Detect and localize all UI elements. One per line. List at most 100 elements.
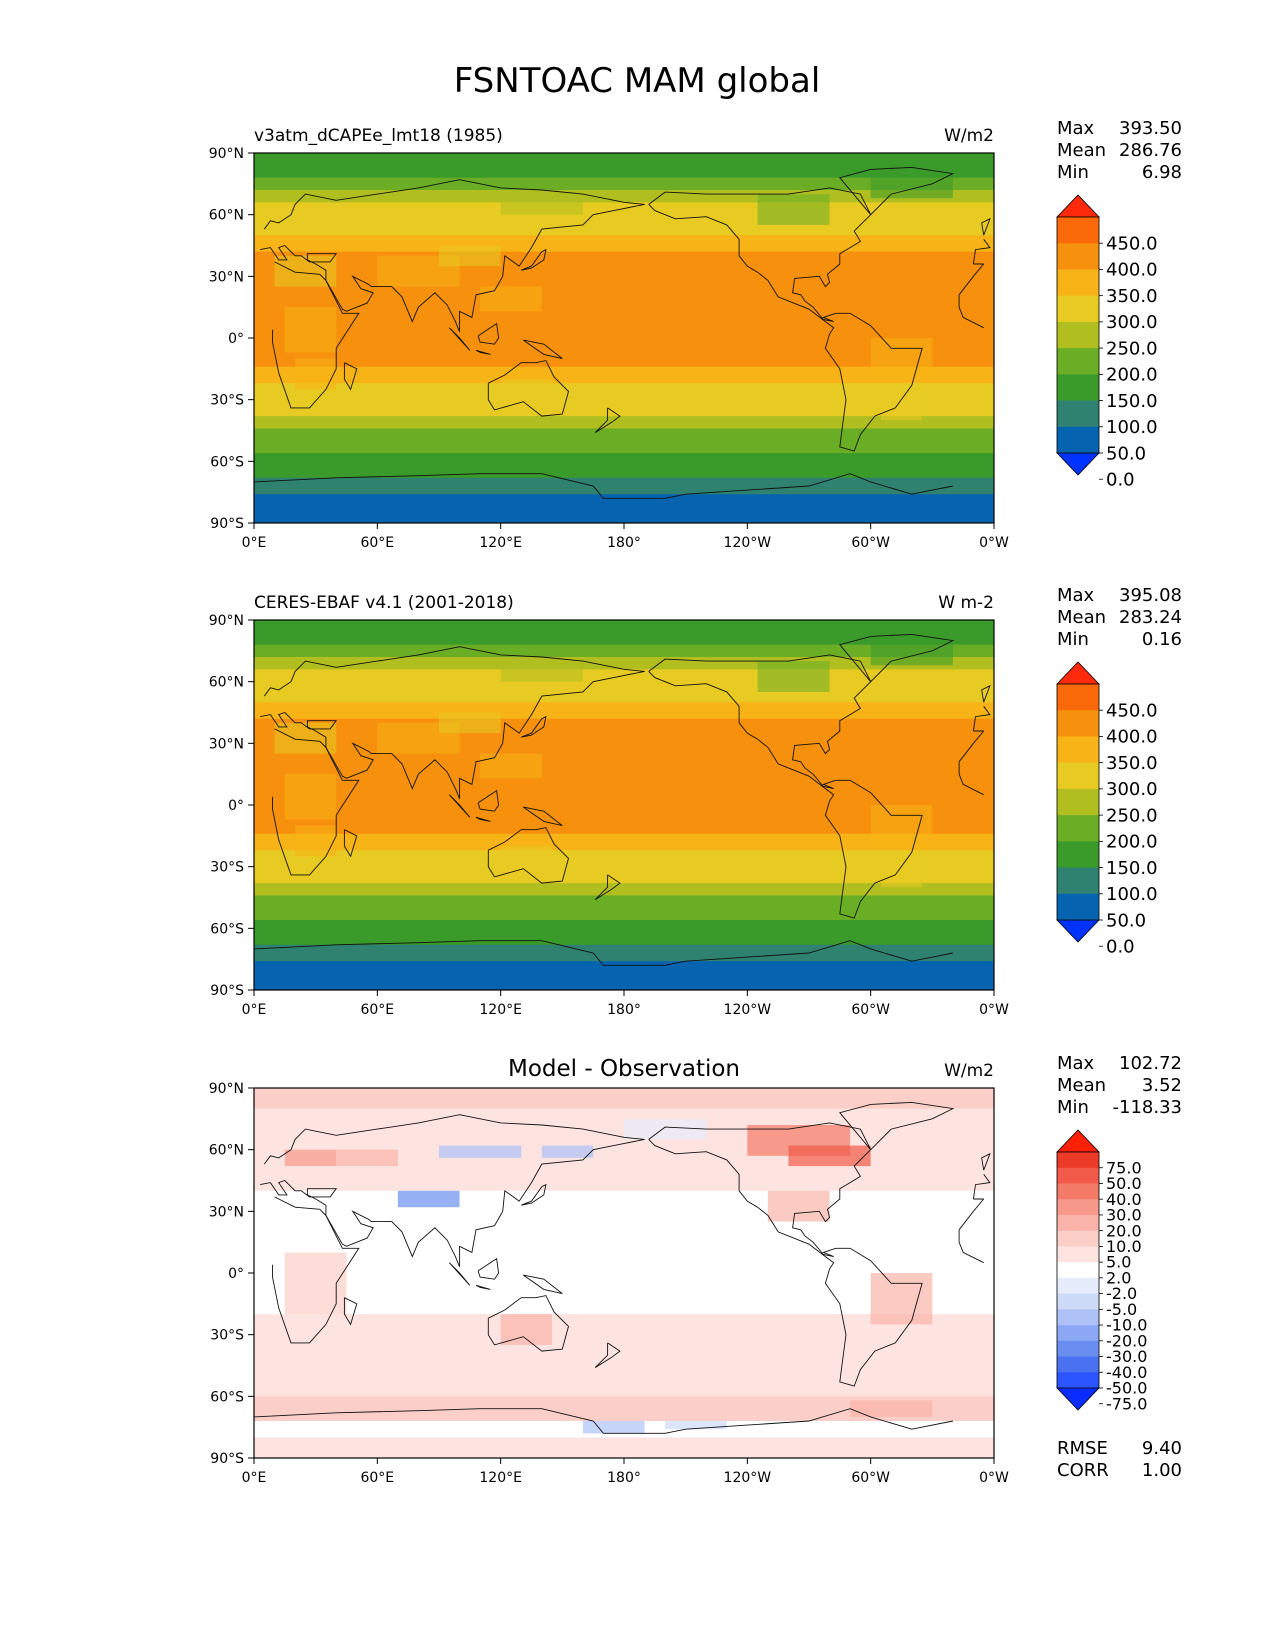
heatmap-band (254, 718, 994, 748)
lon-tick-label: 60°W (851, 1002, 890, 1018)
coastline (521, 715, 547, 738)
heatmap-patch (397, 1190, 460, 1208)
heatmap-band (254, 850, 994, 868)
coastline (648, 187, 923, 452)
coastline (521, 1183, 547, 1206)
heatmap-band (254, 494, 994, 523)
heatmap-bands (254, 153, 994, 523)
heatmap-band (254, 428, 994, 442)
heatmap-patch (665, 1421, 727, 1430)
colorbar-label: 75.0 (1106, 1158, 1142, 1177)
heatmap-band (254, 644, 994, 658)
lon-tick-label: 0°W (979, 1470, 1009, 1486)
coastline (839, 633, 955, 683)
colorbar-extend-max (1056, 1129, 1100, 1153)
coastline (343, 1297, 358, 1326)
coastlines (254, 633, 991, 966)
colorbar-segment (1057, 295, 1099, 323)
heatmap-band (254, 702, 994, 720)
heatmap-band (254, 440, 994, 454)
panel-units: W/m2 (944, 126, 994, 146)
coastline (648, 654, 923, 919)
lon-tick-label: 60°W (851, 1470, 890, 1486)
stat-mean-value: 286.76 (1119, 140, 1182, 161)
stat-mean-value: 283.24 (1119, 607, 1182, 628)
coastline (648, 1122, 923, 1387)
heatmap-band (254, 685, 994, 703)
heatmap-patch (284, 774, 337, 820)
colorbar-label: 300.0 (1106, 312, 1158, 333)
colorbar-label: -20.0 (1106, 1331, 1147, 1350)
heatmap-band (254, 944, 994, 962)
coastlines (254, 1101, 991, 1434)
lat-tick-label: 60°N (209, 208, 244, 224)
colorbar-extend-min (1056, 919, 1100, 943)
stat-min-value: -118.33 (1113, 1097, 1182, 1118)
lat-tick-label: 30°S (210, 860, 244, 876)
coastline (272, 1196, 985, 1344)
lon-tick-label: 120°W (724, 1470, 772, 1486)
lon-tick-label: 0°E (242, 1002, 267, 1018)
coastline (475, 1284, 491, 1290)
lat-tick-label: 30°N (209, 1204, 244, 1220)
colorbar-reference: 450.0 400.0 350.0 300.0 250.0 200.0 150.0 100.0… (1056, 661, 1158, 958)
heatmap-band (254, 932, 994, 946)
colorbar-label: 40.0 (1106, 1190, 1142, 1209)
colorbar-segment (1057, 1167, 1099, 1184)
coastline (448, 1262, 471, 1286)
heatmap-band (254, 177, 994, 191)
colorbar-segment (1057, 1214, 1099, 1232)
colorbar-segment (1057, 1230, 1099, 1247)
heatmap-band (254, 416, 994, 429)
heatmap-band (254, 883, 994, 896)
lat-tick-label: 30°S (210, 393, 244, 409)
lon-tick-label: 180° (607, 1470, 641, 1486)
colorbar-frame (1056, 216, 1100, 454)
heatmap-patch (880, 856, 923, 888)
heatmap-band (254, 1437, 994, 1458)
heatmap-band (254, 383, 994, 401)
stat-min-label: Min (1057, 162, 1089, 183)
heatmap-band (254, 866, 994, 884)
coastline (477, 322, 500, 345)
colorbar-segment (1057, 1199, 1099, 1216)
heatmap-patch (757, 661, 830, 692)
colorbar-test: 450.0 400.0 350.0 300.0 250.0 200.0 150.0 100.0… (1056, 194, 1158, 491)
heatmap-band (254, 153, 994, 166)
colorbar-segment (1057, 426, 1099, 454)
colorbar-segment (1057, 374, 1099, 401)
stat-max-label: Max (1057, 1053, 1095, 1074)
coastline (594, 1342, 621, 1368)
lat-tick-label: 60°S (210, 454, 244, 470)
heatmap-band (254, 620, 994, 633)
lat-tick-label: 30°N (209, 269, 244, 285)
colorbar-label: 50.0 (1106, 910, 1146, 931)
lon-tick-label: 0°W (979, 535, 1009, 551)
colorbar-segment (1057, 1262, 1099, 1279)
lon-tick-label: 120°W (724, 535, 772, 551)
lat-tick-label: 0° (228, 1266, 244, 1282)
heatmap-patch (757, 194, 830, 225)
panel-test: v3atm_dCAPEe_lmt18 (1985) W/m2 90°N 60°N 3… (209, 126, 1009, 551)
panel-units: W m-2 (938, 593, 994, 613)
lat-tick-label: 90°S (210, 983, 244, 999)
lat-tick-label: 90°N (209, 613, 244, 629)
colorbar-segment (1057, 788, 1099, 816)
colorbar-label: -5.0 (1106, 1300, 1137, 1319)
colorbar-segment (1057, 1183, 1099, 1200)
lat-tick-label: 0° (228, 798, 244, 814)
heatmap-patch (336, 1149, 398, 1167)
rmse-corr: RMSE 9.40 CORR 1.00 (1057, 1438, 1182, 1481)
colorbar-frame (1056, 1151, 1100, 1389)
colorbar-segment (1057, 269, 1099, 297)
colorbar-difference: 75.050.040.030.020.010.05.02.0-2.0-5.0-1… (1056, 1129, 1147, 1413)
heatmap-patch (439, 245, 501, 267)
colorbar-label: 2.0 (1106, 1268, 1131, 1287)
colorbar-segment (1057, 243, 1099, 270)
colorbar-label: 400.0 (1106, 727, 1158, 748)
lon-tick-label: 120°E (479, 1002, 522, 1018)
colorbar-label: 0.0 (1106, 470, 1135, 491)
lon-tick-label: 180° (607, 1002, 641, 1018)
coastline (260, 179, 991, 332)
